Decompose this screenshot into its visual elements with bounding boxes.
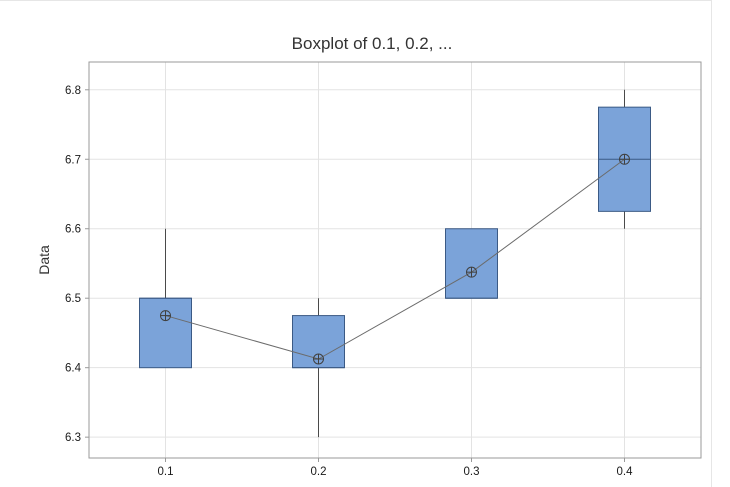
mean-symbol bbox=[160, 310, 171, 322]
y-tick-label: 6.8 bbox=[65, 85, 81, 97]
y-tick-label: 6.4 bbox=[65, 363, 82, 375]
box-iqr bbox=[445, 228, 498, 299]
mean-symbol bbox=[619, 153, 630, 165]
y-tick-label: 6.3 bbox=[65, 432, 81, 444]
chart-frame bbox=[0, 0, 712, 487]
x-tick-label: 0.2 bbox=[311, 466, 327, 478]
box-iqr bbox=[139, 297, 192, 369]
y-tick-label: 6.7 bbox=[65, 154, 81, 166]
x-tick-label: 0.3 bbox=[464, 466, 480, 478]
y-tick-label: 6.6 bbox=[65, 224, 81, 236]
y-axis-label: Data bbox=[36, 245, 52, 275]
mean-symbol bbox=[466, 266, 477, 278]
axis-layer: 6.3 6.4 6.5 6.6 6.7 6.8 0.1 0.2 0.3 0.4 bbox=[65, 61, 702, 478]
plot-area-border bbox=[88, 61, 702, 459]
box-layer bbox=[139, 89, 651, 438]
mean-symbol bbox=[313, 353, 324, 365]
x-tick-label: 0.4 bbox=[617, 466, 634, 478]
y-tick-label: 6.5 bbox=[65, 293, 81, 305]
mean-layer bbox=[160, 153, 630, 365]
x-tick-label: 0.1 bbox=[158, 466, 174, 478]
chart-title: Boxplot of 0.1, 0.2, ... bbox=[292, 34, 453, 53]
mean-connect-line bbox=[165, 158, 625, 360]
